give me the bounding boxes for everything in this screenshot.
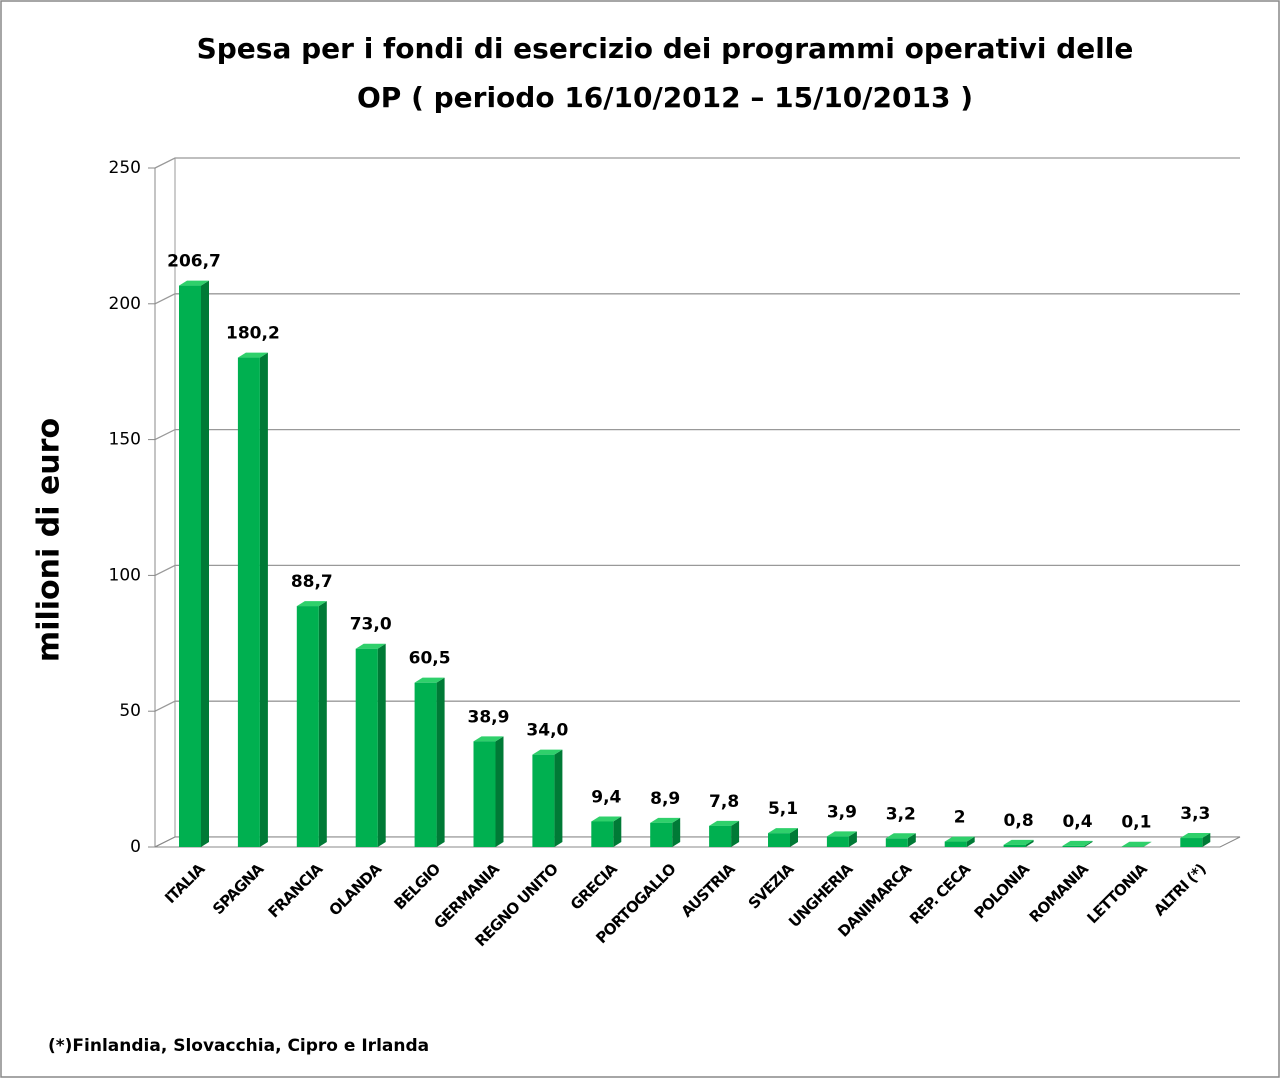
value-label: 73,0 bbox=[350, 615, 392, 635]
bar bbox=[1180, 838, 1203, 847]
bar-side bbox=[259, 352, 268, 847]
bar-side bbox=[848, 831, 857, 847]
bar bbox=[1003, 844, 1026, 847]
bar bbox=[473, 741, 496, 847]
value-label: 7,8 bbox=[709, 792, 739, 812]
grid-line bbox=[154, 293, 1240, 305]
bar-side bbox=[495, 736, 504, 847]
value-label: 0,1 bbox=[1121, 813, 1151, 833]
bar-side bbox=[554, 749, 563, 847]
bar bbox=[944, 841, 967, 847]
bar-top bbox=[1062, 840, 1093, 846]
footnote: (*)Finlandia, Slovacchia, Cipro e Irland… bbox=[48, 1036, 429, 1056]
bar-side bbox=[1084, 840, 1093, 847]
bar bbox=[650, 822, 673, 847]
bar-side bbox=[672, 817, 681, 847]
chart-title: OP ( periodo 16/10/2012 – 15/10/2013 ) bbox=[357, 81, 973, 114]
bar-top bbox=[237, 352, 268, 358]
bar-side bbox=[1202, 833, 1211, 847]
bar-top bbox=[768, 828, 798, 834]
bar-top bbox=[650, 817, 681, 823]
grid-line bbox=[154, 428, 1240, 441]
value-label: 0,4 bbox=[1062, 812, 1092, 832]
value-label: 3,3 bbox=[1180, 804, 1210, 824]
value-label: 88,7 bbox=[291, 572, 333, 592]
y-tick-label: 250 bbox=[109, 158, 141, 178]
bar bbox=[768, 833, 790, 847]
bar bbox=[179, 285, 201, 848]
bar-side bbox=[790, 828, 798, 847]
bar bbox=[826, 836, 849, 847]
bar-side bbox=[613, 816, 622, 847]
bar bbox=[296, 606, 319, 847]
bar-side bbox=[201, 280, 209, 848]
bar bbox=[591, 821, 614, 847]
bar-top bbox=[414, 677, 445, 683]
bar-side bbox=[907, 833, 916, 847]
grid-line bbox=[154, 564, 1240, 576]
grid-line bbox=[154, 700, 1240, 712]
bar-top bbox=[1003, 839, 1034, 845]
value-label: 180,2 bbox=[226, 324, 280, 344]
bar-top bbox=[179, 280, 209, 286]
bar-side bbox=[377, 643, 386, 847]
value-label: 5,1 bbox=[768, 799, 798, 819]
value-label: 3,9 bbox=[827, 802, 857, 822]
bar bbox=[355, 648, 378, 847]
bar-top bbox=[826, 831, 857, 837]
bar-top bbox=[885, 833, 916, 839]
bar bbox=[532, 754, 555, 847]
bar-side bbox=[731, 820, 740, 847]
bar-side bbox=[436, 677, 445, 847]
value-label: 34,0 bbox=[526, 721, 568, 741]
value-label: 2 bbox=[954, 808, 966, 828]
y-tick-label: 50 bbox=[119, 701, 141, 721]
y-axis-label: milioni di euro bbox=[32, 418, 67, 662]
bar bbox=[237, 357, 260, 847]
bar-side bbox=[318, 601, 327, 847]
y-tick-label: 150 bbox=[109, 430, 141, 450]
y-tick-label: 100 bbox=[109, 565, 141, 585]
value-label: 38,9 bbox=[468, 707, 510, 727]
value-label: 3,2 bbox=[886, 804, 916, 824]
bar-side bbox=[1025, 839, 1034, 847]
bar-side bbox=[966, 836, 975, 847]
y-tick-label: 200 bbox=[109, 294, 141, 314]
value-label: 9,4 bbox=[591, 787, 621, 807]
value-label: 8,9 bbox=[650, 789, 680, 809]
bar-top bbox=[473, 736, 504, 742]
value-label: 206,7 bbox=[167, 252, 221, 272]
grid-line bbox=[154, 157, 1240, 169]
bar-top bbox=[1180, 833, 1211, 839]
bar bbox=[885, 838, 908, 847]
bar-top bbox=[532, 749, 563, 755]
bar-top bbox=[591, 816, 622, 822]
bar-side bbox=[1143, 841, 1152, 847]
bar-top bbox=[355, 643, 386, 649]
bar bbox=[414, 682, 437, 847]
value-label: 0,8 bbox=[1004, 811, 1034, 831]
chart-title: Spesa per i fondi di esercizio dei progr… bbox=[197, 32, 1134, 65]
bar bbox=[709, 825, 732, 847]
bar-top bbox=[944, 836, 975, 842]
bar-top bbox=[296, 601, 327, 607]
bar bbox=[1062, 845, 1085, 847]
value-label: 60,5 bbox=[409, 649, 451, 669]
bar-top bbox=[709, 820, 740, 826]
bar-top bbox=[1121, 841, 1152, 847]
y-tick-label: 0 bbox=[130, 837, 141, 857]
